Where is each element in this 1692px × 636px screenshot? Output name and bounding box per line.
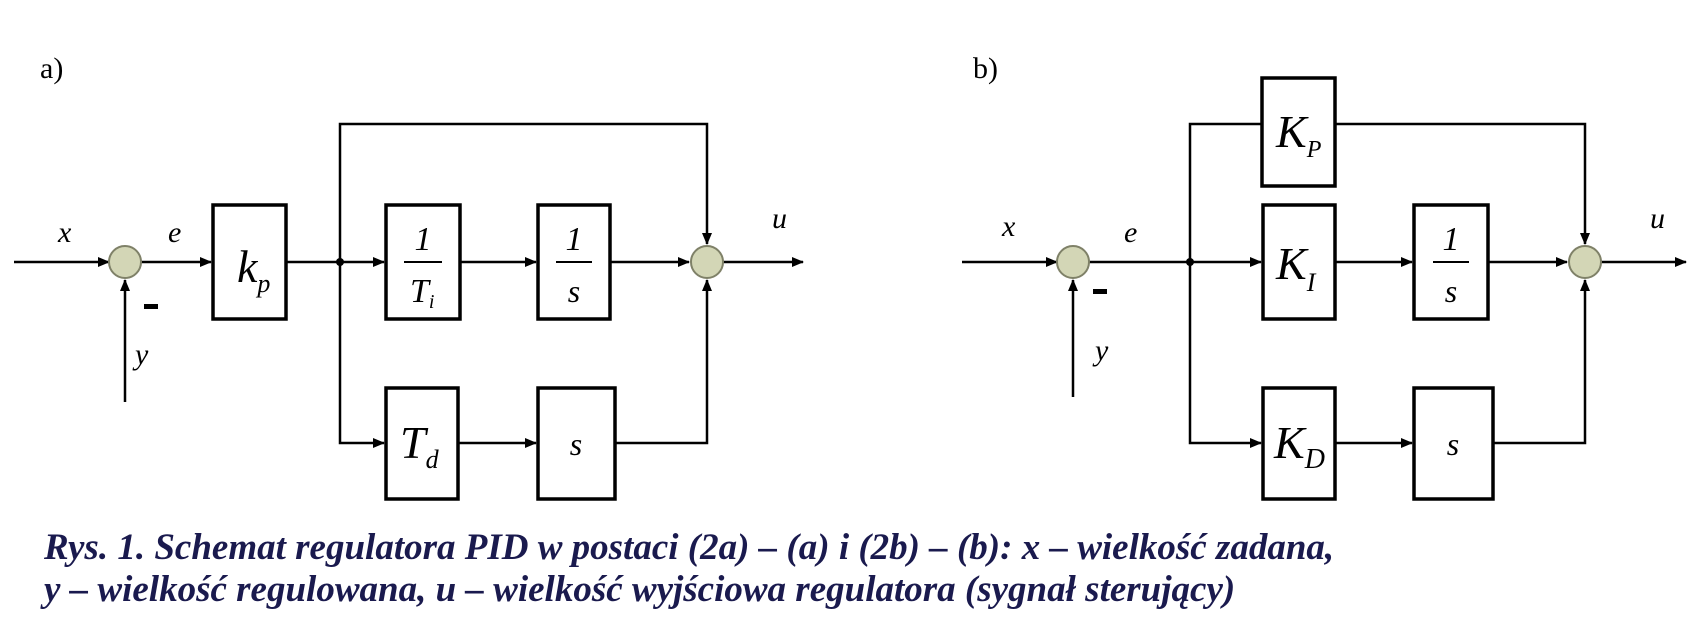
integrator-denominator: s bbox=[1445, 273, 1457, 309]
integrator-denominator: s bbox=[568, 273, 580, 309]
panel-a-diagram: a) x e y u kp 1 Ti 1 bbox=[14, 52, 804, 501]
ki-text: KI bbox=[1275, 238, 1317, 297]
signal-u-label: u bbox=[1650, 202, 1665, 235]
block-kp bbox=[211, 203, 288, 321]
block-kp bbox=[1260, 76, 1337, 188]
panel-b-wires bbox=[962, 122, 1687, 448]
caption-line-2: y – wielkość regulowana, u – wielkość wy… bbox=[44, 569, 1236, 610]
block-kd bbox=[1261, 386, 1337, 501]
kp-text: kp bbox=[237, 241, 270, 298]
minus-sign bbox=[144, 304, 158, 309]
summing-node-output bbox=[1568, 245, 1602, 279]
figure-caption: Rys. 1. Schemat regulatora PID w postaci… bbox=[44, 527, 1664, 611]
signal-y-label: y bbox=[1092, 334, 1109, 367]
differentiator-text: s bbox=[570, 426, 582, 462]
panel-b-label: b) bbox=[973, 52, 998, 85]
signal-y-label: y bbox=[132, 338, 149, 371]
signal-x-label: x bbox=[1001, 210, 1016, 243]
kp-text: KP bbox=[1275, 106, 1322, 163]
block-differentiator bbox=[536, 386, 617, 501]
summing-node-output bbox=[690, 245, 724, 279]
caption-line-1: Rys. 1. Schemat regulatora PID w postaci… bbox=[44, 527, 1335, 568]
block-td bbox=[384, 386, 460, 501]
ti-denominator: Ti bbox=[410, 273, 434, 313]
integrator-numerator: 1 bbox=[566, 221, 583, 258]
block-differentiator bbox=[1412, 386, 1495, 501]
integrator-numerator: 1 bbox=[1443, 221, 1460, 258]
signal-x-label: x bbox=[57, 216, 72, 249]
summing-node-input bbox=[1056, 245, 1090, 279]
minus-sign bbox=[1093, 289, 1107, 294]
panel-b-diagram: b) x e y u KP KI 1 s bbox=[962, 52, 1687, 501]
signal-e-label: e bbox=[1124, 216, 1137, 249]
differentiator-text: s bbox=[1447, 426, 1459, 462]
ti-numerator: 1 bbox=[415, 221, 432, 258]
kd-text: KD bbox=[1273, 417, 1325, 475]
signal-e-label: e bbox=[168, 216, 181, 249]
block-ki bbox=[1261, 203, 1337, 321]
panel-a-wires bbox=[14, 122, 804, 448]
panel-a-label: a) bbox=[40, 52, 63, 85]
signal-u-label: u bbox=[772, 202, 787, 235]
td-text: Td bbox=[400, 417, 440, 474]
summing-node-input bbox=[108, 245, 142, 279]
